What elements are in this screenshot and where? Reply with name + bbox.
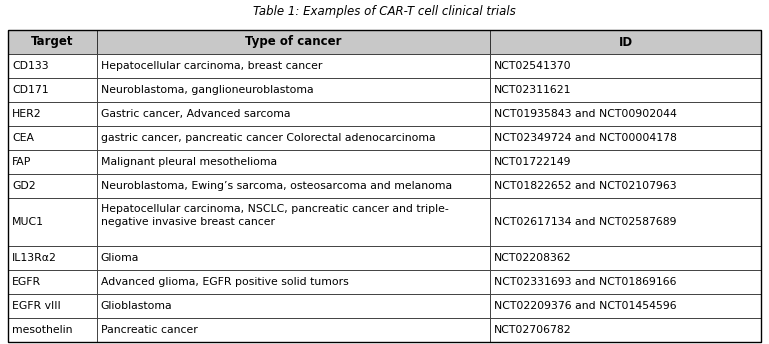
Text: Glioblastoma: Glioblastoma	[101, 301, 172, 311]
Text: gastric cancer, pancreatic cancer Colorectal adenocarcinoma: gastric cancer, pancreatic cancer Colore…	[101, 133, 435, 143]
Bar	[8, 174, 97, 198]
Text: Gastric cancer, Advanced sarcoma: Gastric cancer, Advanced sarcoma	[101, 109, 291, 119]
Bar	[97, 270, 490, 294]
Text: NCT01822652 and NCT02107963: NCT01822652 and NCT02107963	[494, 181, 677, 191]
Text: Pancreatic cancer: Pancreatic cancer	[101, 325, 198, 335]
Bar	[8, 270, 97, 294]
Text: Neuroblastoma, ganglioneuroblastoma: Neuroblastoma, ganglioneuroblastoma	[101, 85, 314, 95]
Bar	[97, 78, 490, 102]
Text: NCT02617134 and NCT02587689: NCT02617134 and NCT02587689	[494, 217, 677, 227]
Bar	[490, 54, 761, 78]
Bar	[490, 102, 761, 126]
Text: Glioma: Glioma	[101, 253, 139, 263]
Bar	[490, 318, 761, 342]
Text: FAP: FAP	[12, 157, 32, 167]
Text: NCT02331693 and NCT01869166: NCT02331693 and NCT01869166	[494, 277, 677, 287]
Bar	[97, 30, 490, 54]
Bar	[97, 126, 490, 150]
Bar	[8, 198, 97, 246]
Text: Table 1: Examples of CAR-T cell clinical trials: Table 1: Examples of CAR-T cell clinical…	[253, 5, 516, 18]
Bar	[490, 246, 761, 270]
Text: NCT01935843 and NCT00902044: NCT01935843 and NCT00902044	[494, 109, 677, 119]
Bar	[8, 54, 97, 78]
Text: Hepatocellular carcinoma, NSCLC, pancreatic cancer and triple-
negative invasive: Hepatocellular carcinoma, NSCLC, pancrea…	[101, 204, 448, 227]
Text: Malignant pleural mesothelioma: Malignant pleural mesothelioma	[101, 157, 277, 167]
Bar	[97, 318, 490, 342]
Bar	[97, 150, 490, 174]
Text: Neuroblastoma, Ewing’s sarcoma, osteosarcoma and melanoma: Neuroblastoma, Ewing’s sarcoma, osteosar…	[101, 181, 452, 191]
Text: NCT02541370: NCT02541370	[494, 61, 571, 71]
Text: Target: Target	[32, 35, 74, 49]
Bar	[490, 150, 761, 174]
Bar	[8, 246, 97, 270]
Bar	[97, 174, 490, 198]
Bar	[8, 294, 97, 318]
Text: mesothelin: mesothelin	[12, 325, 72, 335]
Bar	[97, 54, 490, 78]
Text: CD133: CD133	[12, 61, 48, 71]
Text: EGFR: EGFR	[12, 277, 41, 287]
Text: GD2: GD2	[12, 181, 35, 191]
Text: CEA: CEA	[12, 133, 34, 143]
Bar	[8, 78, 97, 102]
Text: Type of cancer: Type of cancer	[245, 35, 341, 49]
Bar	[97, 102, 490, 126]
Text: NCT02349724 and NCT00004178: NCT02349724 and NCT00004178	[494, 133, 677, 143]
Bar	[490, 30, 761, 54]
Bar	[8, 150, 97, 174]
Text: NCT01722149: NCT01722149	[494, 157, 571, 167]
Bar	[8, 318, 97, 342]
Bar	[8, 126, 97, 150]
Bar	[97, 198, 490, 246]
Text: NCT02208362: NCT02208362	[494, 253, 571, 263]
Bar	[490, 270, 761, 294]
Bar	[490, 126, 761, 150]
Text: NCT02311621: NCT02311621	[494, 85, 571, 95]
Bar	[490, 78, 761, 102]
Text: EGFR vIII: EGFR vIII	[12, 301, 61, 311]
Text: Advanced glioma, EGFR positive solid tumors: Advanced glioma, EGFR positive solid tum…	[101, 277, 348, 287]
Bar	[8, 30, 97, 54]
Text: Hepatocellular carcinoma, breast cancer: Hepatocellular carcinoma, breast cancer	[101, 61, 322, 71]
Text: HER2: HER2	[12, 109, 42, 119]
Bar	[8, 102, 97, 126]
Bar	[490, 294, 761, 318]
Text: NCT02706782: NCT02706782	[494, 325, 571, 335]
Text: NCT02209376 and NCT01454596: NCT02209376 and NCT01454596	[494, 301, 677, 311]
Text: IL13Rα2: IL13Rα2	[12, 253, 57, 263]
Bar	[97, 246, 490, 270]
Bar	[97, 294, 490, 318]
Text: MUC1: MUC1	[12, 217, 44, 227]
Bar	[490, 198, 761, 246]
Text: ID: ID	[618, 35, 633, 49]
Bar	[490, 174, 761, 198]
Text: CD171: CD171	[12, 85, 48, 95]
